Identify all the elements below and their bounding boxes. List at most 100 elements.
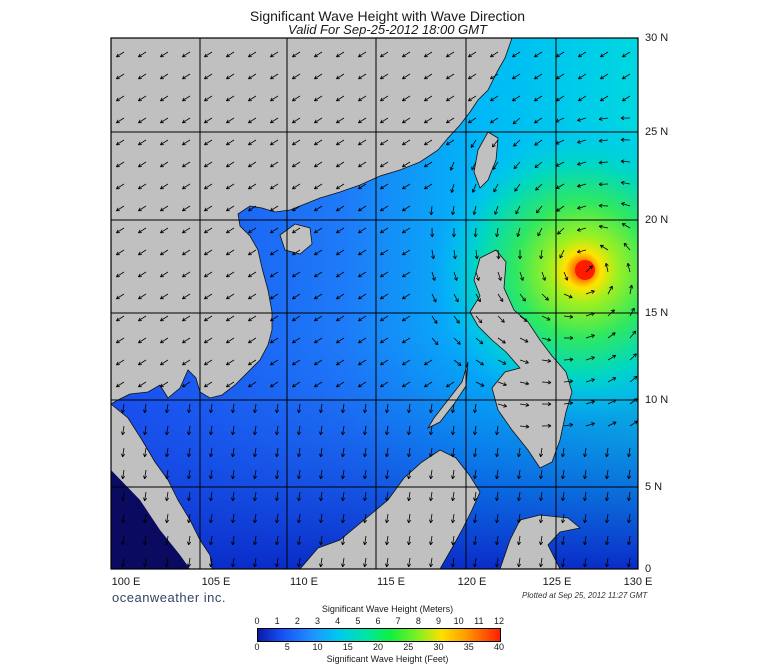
wave-arrow-head [408, 541, 412, 546]
wave-arrow-head [424, 361, 427, 366]
wave-arrow [513, 139, 521, 147]
wave-arrow [541, 293, 549, 301]
wave-arrow-head [458, 340, 461, 345]
wave-arrow [314, 359, 323, 366]
wave-arrow-head [468, 97, 471, 102]
wave-arrow [358, 51, 367, 58]
wave-arrow-head [402, 163, 405, 168]
wave-arrow-head [476, 255, 479, 260]
wave-arrow [386, 535, 389, 545]
wave-arrow [623, 242, 631, 251]
feet-tick-label: 10 [312, 642, 323, 652]
wave-arrow [408, 491, 411, 501]
wave-arrow [298, 447, 301, 457]
wave-arrow-head [429, 519, 431, 524]
wave-arrow [402, 359, 411, 366]
wave-arrow-head [204, 317, 207, 322]
wave-arrow [402, 249, 411, 256]
wave-arrow [254, 469, 257, 479]
wave-arrow-head [473, 519, 475, 524]
wave-arrow-head [121, 431, 123, 436]
lat-label-15: 15 N [645, 307, 669, 319]
wave-arrow-head [248, 251, 251, 256]
wave-arrow-head [569, 357, 574, 360]
wave-arrow-head [627, 475, 629, 480]
wave-arrow [408, 403, 411, 413]
wave-arrow-head [519, 255, 523, 260]
wave-arrow-head [143, 431, 145, 436]
wave-arrow [519, 425, 529, 428]
wave-arrow-head [165, 409, 167, 414]
wave-arrow-head [166, 453, 170, 458]
wave-arrow [160, 51, 169, 58]
wave-arrow-head [380, 53, 383, 58]
wave-arrow-head [226, 251, 229, 256]
wave-arrow-head [254, 409, 258, 414]
wave-arrow-head [424, 383, 427, 388]
wave-arrow [402, 51, 411, 58]
wave-arrow-head [600, 97, 603, 102]
wave-arrow-head [275, 563, 277, 568]
wave-arrow-head [182, 53, 185, 58]
wave-arrow [607, 399, 617, 405]
wave-arrow [226, 205, 235, 212]
wave-arrow [254, 403, 257, 413]
wave-arrow-head [502, 318, 505, 323]
wave-arrow [342, 403, 345, 413]
wave-arrow [584, 491, 587, 501]
wave-arrow-head [364, 497, 368, 502]
wave-arrow [182, 51, 191, 58]
wave-arrow [622, 95, 631, 102]
wave-arrow [210, 535, 213, 545]
wave-arrow-head [116, 97, 119, 102]
wave-arrow-head [292, 53, 295, 58]
wave-arrow [540, 535, 543, 545]
wave-arrow [116, 205, 125, 212]
meters-tick-label: 5 [355, 616, 361, 626]
wave-arrow-head [430, 453, 434, 458]
wave-arrow [386, 513, 389, 523]
wave-arrow [452, 513, 455, 523]
wave-arrow-head [627, 497, 629, 502]
wave-arrow-head [517, 255, 521, 260]
wave-arrow [606, 513, 609, 523]
wave-arrow-head [491, 143, 494, 148]
wave-arrow [342, 513, 345, 523]
wave-arrow [204, 227, 213, 234]
wave-arrow [144, 447, 147, 457]
wave-arrow [452, 557, 455, 567]
wave-arrow-head [562, 475, 566, 480]
wave-arrow-head [605, 519, 607, 524]
wave-arrow-head [380, 185, 383, 190]
wave-arrow-head [525, 404, 530, 407]
wave-arrow [453, 315, 460, 324]
wave-arrow-head [385, 409, 387, 414]
wave-arrow-head [364, 563, 368, 568]
wave-arrow-head [479, 342, 483, 345]
wave-arrow-head [569, 294, 573, 298]
wave-arrow [116, 337, 125, 344]
wave-arrow-head [292, 273, 295, 278]
wave-arrow-head [525, 402, 530, 406]
wave-arrow-head [635, 420, 638, 425]
wave-arrow-head [160, 185, 163, 190]
wave-arrow [468, 95, 477, 102]
wave-arrow [116, 249, 125, 256]
wave-arrow-head [116, 361, 119, 366]
wave-arrow-head [503, 360, 507, 365]
wave-arrow-head [187, 431, 189, 436]
wave-arrow [182, 139, 191, 146]
wave-arrow [562, 447, 565, 457]
wave-arrow-head [611, 309, 615, 312]
wave-arrow-head [188, 497, 192, 502]
wave-arrow [336, 293, 345, 300]
wave-arrow [556, 95, 565, 102]
wave-arrow-head [363, 453, 365, 458]
wave-arrow-head [319, 497, 321, 502]
wave-arrow-head [545, 298, 549, 301]
wave-arrow [122, 425, 125, 435]
wave-arrow [408, 557, 411, 567]
wave-arrow-head [320, 497, 324, 502]
wave-arrow-head [620, 137, 625, 141]
wave-arrow-head [122, 519, 126, 524]
